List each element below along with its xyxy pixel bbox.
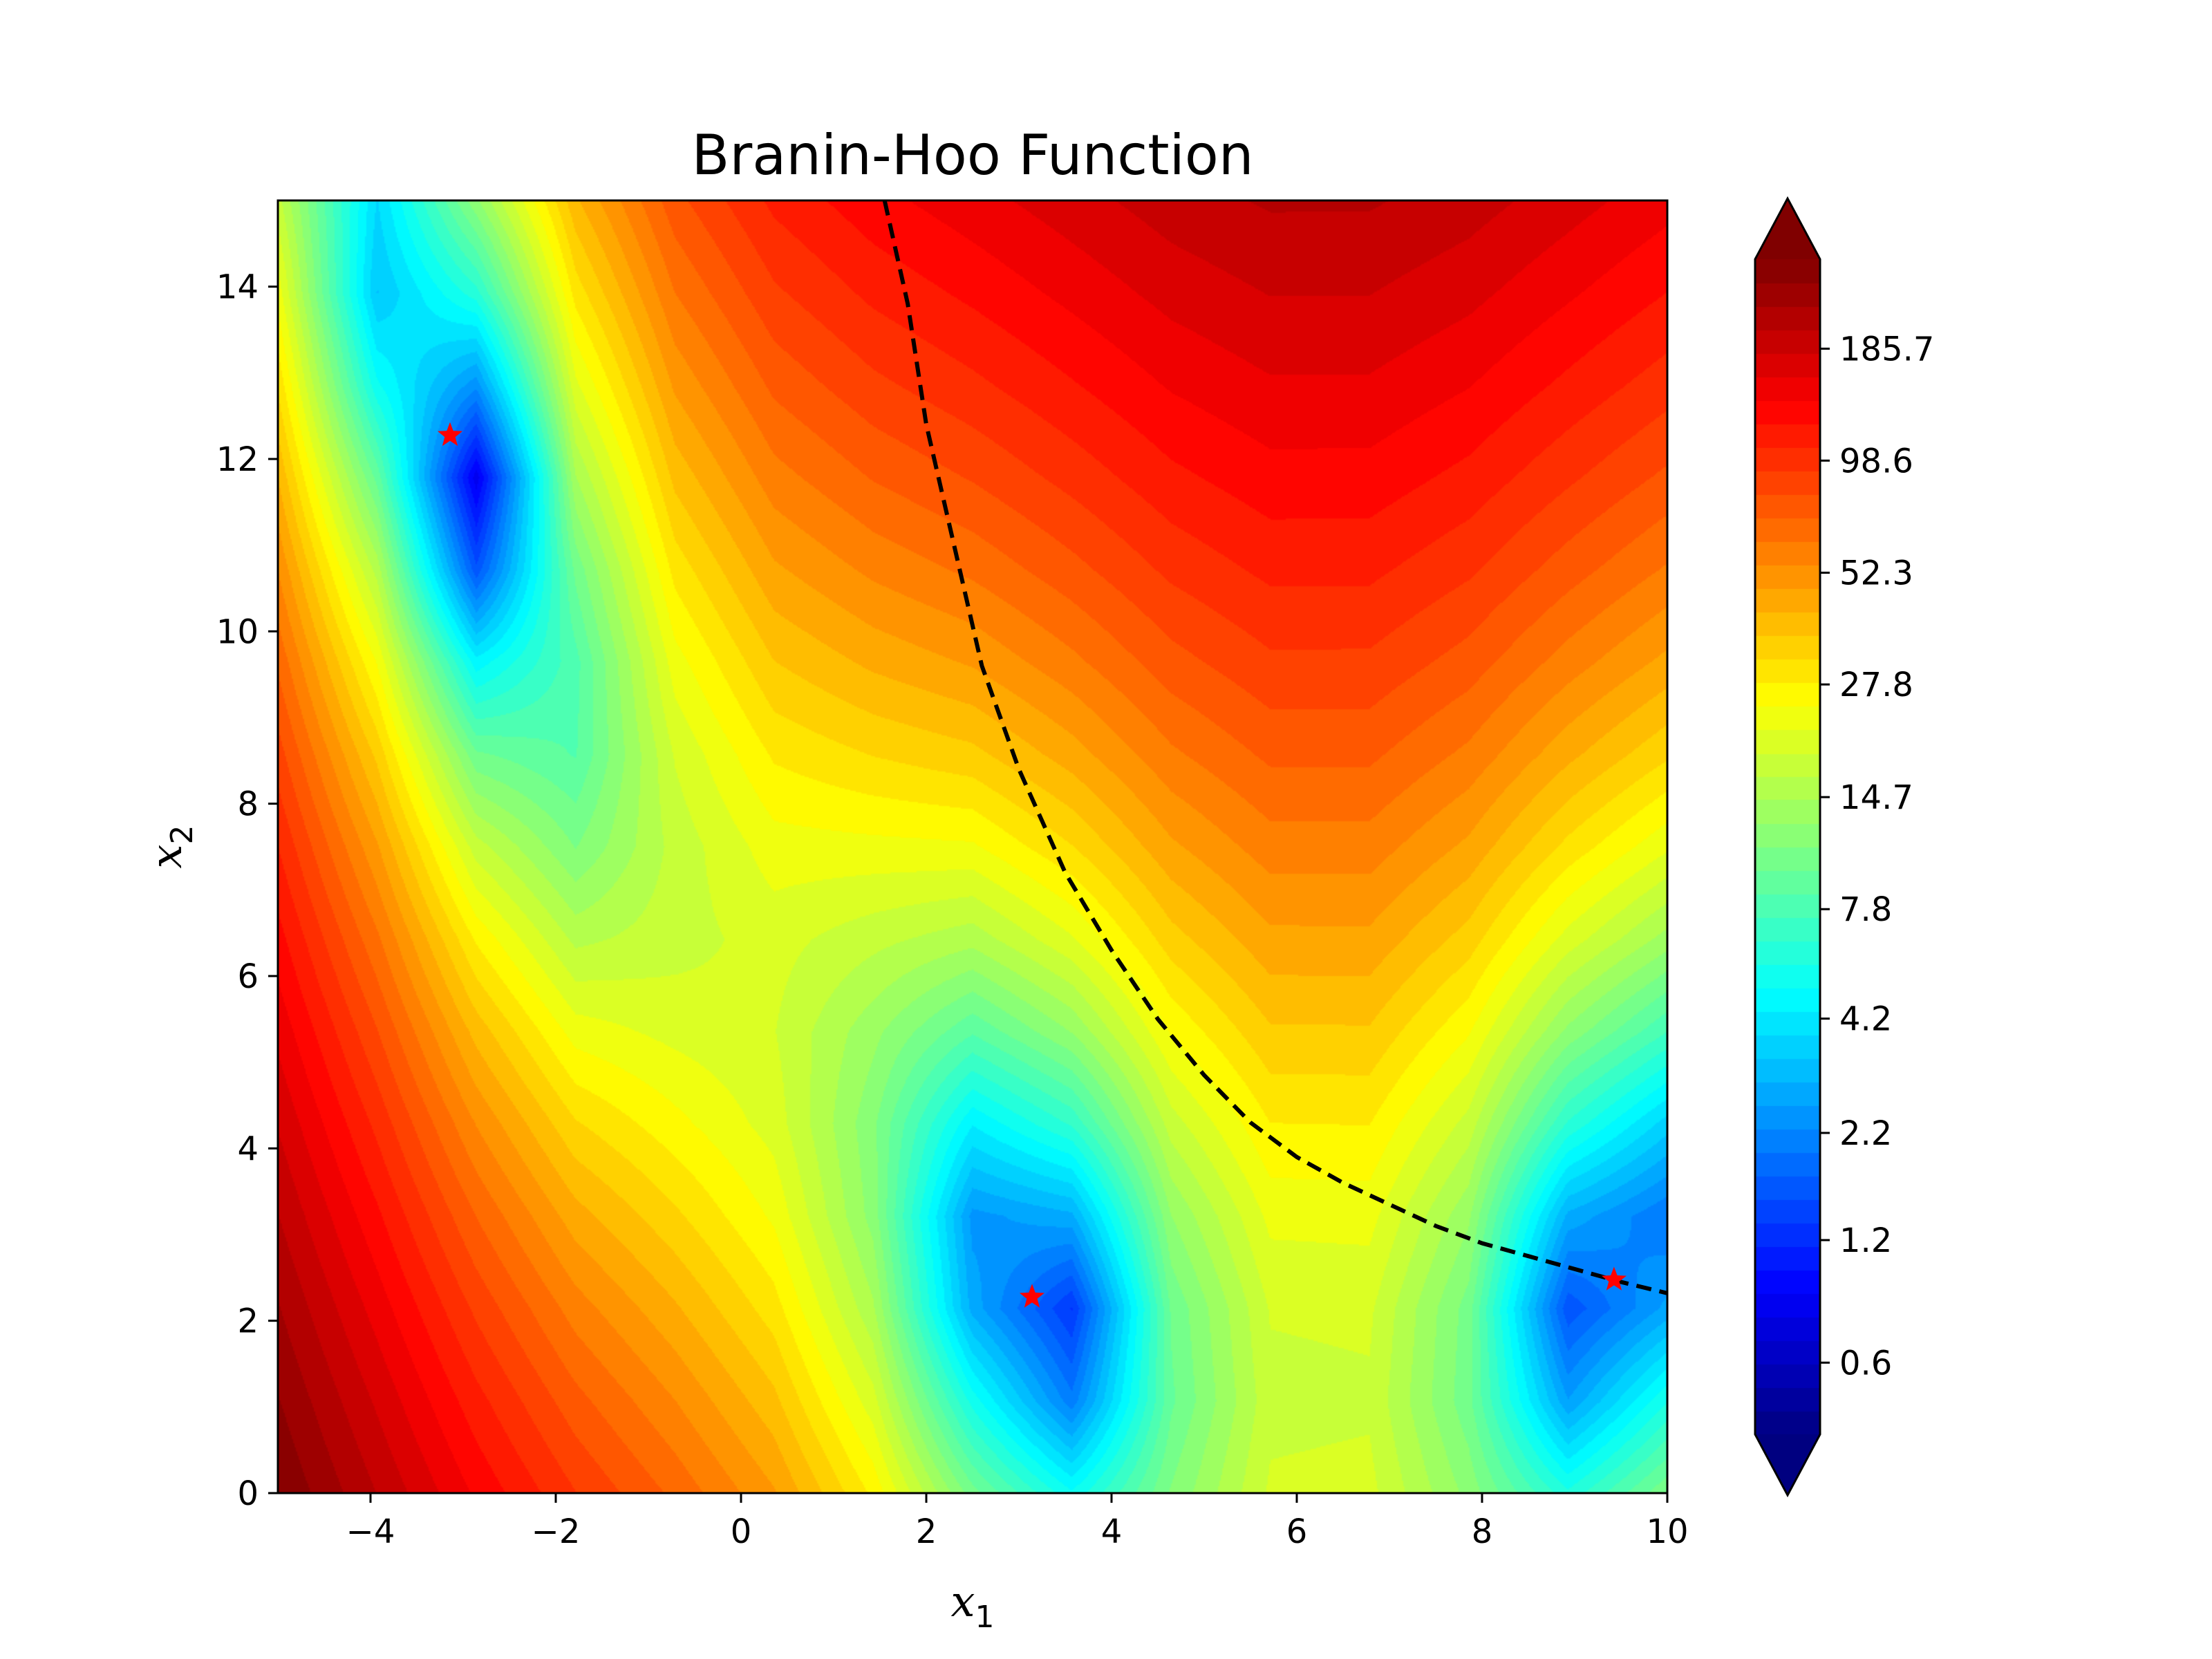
colorbar-outline: [1754, 196, 1821, 1498]
contour-field: [278, 200, 1667, 1493]
dashed-curve-layer: [882, 200, 1667, 1295]
minimum-star-marker-2: [1019, 1284, 1044, 1308]
x-tick-label: 0: [731, 1512, 752, 1551]
colorbar-tick-label: 14.7: [1839, 778, 1913, 817]
x-tick-label: 8: [1472, 1512, 1493, 1551]
x-tick-label: 4: [1101, 1512, 1123, 1551]
y-axis-ticks: 0 2 4 6 8 10 12 14: [216, 268, 278, 1513]
colorbar-extend-max: [1755, 198, 1820, 259]
minima-markers: [438, 422, 1627, 1308]
y-tick-label: 0: [237, 1474, 259, 1513]
colorbar-tick-label: 0.6: [1839, 1344, 1892, 1382]
y-axis-label: x2: [141, 825, 200, 869]
y-tick-label: 12: [216, 440, 259, 479]
colorbar-ticks: 0.6 1.2 2.2 4.2 7.8 14.7 27.8 52.3 98.6 185.7: [1820, 330, 1934, 1382]
colorbar-tick-label: 1.2: [1839, 1221, 1892, 1260]
y-tick-label: 4: [237, 1130, 259, 1168]
x-tick-label: 6: [1286, 1512, 1308, 1551]
y-tick-label: 6: [237, 957, 259, 996]
x-tick-label: −4: [346, 1512, 395, 1551]
x-tick-label: −2: [532, 1512, 581, 1551]
colorbar-tick-label: 52.3: [1839, 554, 1913, 593]
y-tick-label: 14: [216, 268, 259, 307]
colorbar: [1754, 196, 1821, 1498]
colorbar-tick-label: 4.2: [1839, 1000, 1892, 1039]
colorbar-gradient: [1755, 259, 1820, 1434]
colorbar-tick-label: 7.8: [1839, 890, 1892, 929]
x-tick-label: 10: [1646, 1512, 1688, 1551]
minimum-star-marker-1: [438, 422, 463, 447]
colorbar-tick-label: 27.8: [1839, 666, 1913, 704]
x-tick-label: 2: [916, 1512, 937, 1551]
x-axis-label: x1: [951, 1576, 995, 1635]
plot-frame: [276, 199, 1669, 1494]
colorbar-tick-label: 185.7: [1839, 330, 1934, 368]
y-tick-label: 2: [237, 1302, 259, 1341]
colorbar-tick-label: 2.2: [1839, 1114, 1892, 1153]
minimum-star-marker-3: [1601, 1266, 1627, 1291]
colorbar-extend-min: [1755, 1434, 1820, 1495]
x-axis-ticks: −4 −2 0 2 4 6 8 10: [346, 1493, 1689, 1551]
dashed-curve: [882, 200, 1667, 1295]
colorbar-tick-label: 98.6: [1839, 442, 1913, 480]
chart-title: Branin-Hoo Function: [691, 123, 1253, 187]
y-tick-label: 10: [216, 612, 259, 651]
y-tick-label: 8: [237, 785, 259, 824]
